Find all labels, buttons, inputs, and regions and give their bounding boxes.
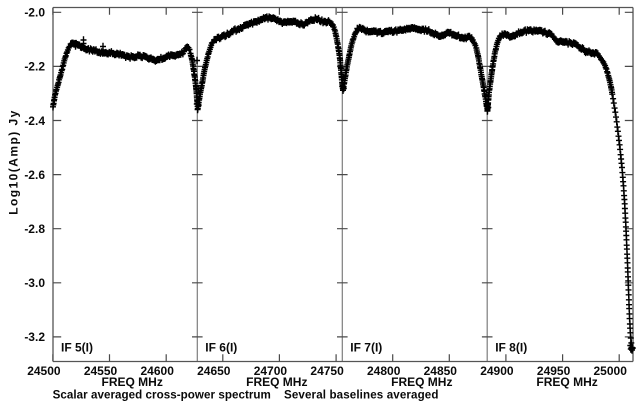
svg-text:Scalar averaged cross-power sp: Scalar averaged cross-power spectrum xyxy=(53,389,271,402)
svg-text:24950: 24950 xyxy=(537,364,571,378)
svg-text:FREQ MHz: FREQ MHz xyxy=(391,375,452,389)
svg-text:-2.8: -2.8 xyxy=(24,222,45,236)
svg-text:25000: 25000 xyxy=(594,364,628,378)
svg-text:-2.6: -2.6 xyxy=(24,168,45,182)
svg-text:FREQ MHz: FREQ MHz xyxy=(246,375,307,389)
svg-text:24700: 24700 xyxy=(254,364,288,378)
svg-text:FREQ MHz: FREQ MHz xyxy=(102,375,163,389)
svg-text:-3.2: -3.2 xyxy=(24,330,45,344)
svg-text:Log10(Amp) Jy: Log10(Amp) Jy xyxy=(7,109,21,215)
svg-text:-2.4: -2.4 xyxy=(24,114,45,128)
svg-text:IF 5(I): IF 5(I) xyxy=(61,341,93,355)
svg-text:Several baselines averaged: Several baselines averaged xyxy=(284,389,439,402)
svg-text:24550: 24550 xyxy=(84,364,118,378)
svg-text:IF 6(I): IF 6(I) xyxy=(205,341,237,355)
svg-text:24750: 24750 xyxy=(310,364,344,378)
svg-text:24500: 24500 xyxy=(27,364,61,378)
svg-text:IF 7(I): IF 7(I) xyxy=(350,341,382,355)
svg-text:24900: 24900 xyxy=(480,364,514,378)
svg-text:24850: 24850 xyxy=(424,364,458,378)
svg-text:-2.0: -2.0 xyxy=(24,6,45,20)
svg-text:-3.0: -3.0 xyxy=(24,276,45,290)
svg-text:24800: 24800 xyxy=(367,364,401,378)
svg-text:24650: 24650 xyxy=(197,364,231,378)
svg-text:FREQ MHz: FREQ MHz xyxy=(536,375,597,389)
svg-text:IF 8(I): IF 8(I) xyxy=(495,341,527,355)
svg-text:24600: 24600 xyxy=(141,364,175,378)
svg-text:-2.2: -2.2 xyxy=(24,60,45,74)
